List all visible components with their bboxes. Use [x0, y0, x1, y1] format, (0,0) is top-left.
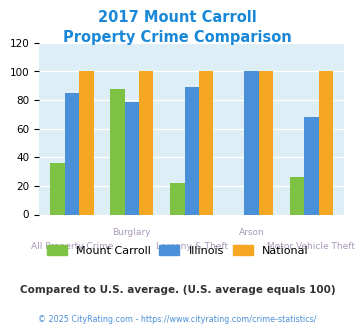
Bar: [50, 163, 65, 215]
Bar: [259, 72, 273, 214]
Text: Property Crime Comparison: Property Crime Comparison: [63, 30, 292, 45]
Bar: [244, 72, 259, 214]
Bar: [139, 72, 153, 214]
Bar: [318, 72, 333, 214]
Bar: [79, 72, 93, 214]
Bar: [125, 102, 139, 214]
Text: Larceny & Theft: Larceny & Theft: [155, 242, 228, 251]
Text: All Property Crime: All Property Crime: [31, 242, 113, 251]
Text: Burglary: Burglary: [113, 228, 151, 237]
Text: © 2025 CityRating.com - https://www.cityrating.com/crime-statistics/: © 2025 CityRating.com - https://www.city…: [38, 315, 317, 324]
Text: Arson: Arson: [239, 228, 264, 237]
Bar: [304, 117, 318, 214]
Bar: [185, 87, 199, 214]
Bar: [290, 177, 304, 214]
Bar: [170, 183, 185, 214]
Legend: Mount Carroll, Illinois, National: Mount Carroll, Illinois, National: [42, 241, 313, 260]
Bar: [199, 72, 213, 214]
Text: 2017 Mount Carroll: 2017 Mount Carroll: [98, 10, 257, 25]
Text: Motor Vehicle Theft: Motor Vehicle Theft: [267, 242, 355, 251]
Bar: [110, 89, 125, 214]
Text: Compared to U.S. average. (U.S. average equals 100): Compared to U.S. average. (U.S. average …: [20, 285, 335, 295]
Bar: [65, 93, 79, 214]
